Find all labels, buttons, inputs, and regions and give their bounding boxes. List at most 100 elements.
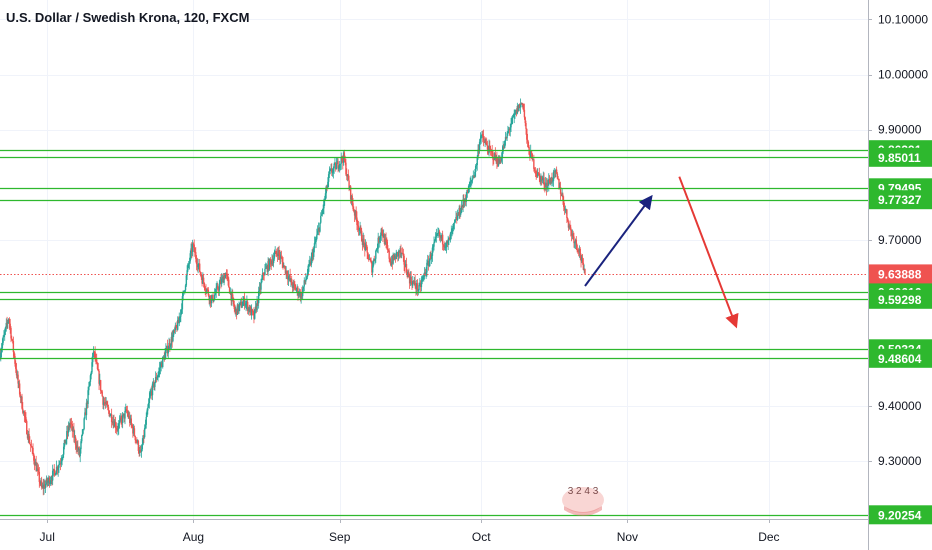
candle-body	[513, 113, 515, 117]
candle-body	[63, 440, 66, 447]
candle-body	[426, 262, 428, 273]
candle-body	[309, 261, 312, 265]
candle-body	[204, 287, 206, 291]
candle-body	[15, 368, 18, 376]
candle-body	[425, 272, 427, 275]
candle-body	[43, 484, 45, 489]
candle-body	[320, 215, 322, 223]
candle-body	[555, 169, 557, 173]
candle-body	[139, 450, 141, 453]
down-arrow-annotation[interactable]	[678, 176, 739, 329]
candle-body	[129, 416, 131, 423]
candle-body	[66, 431, 69, 433]
candle-body	[375, 250, 377, 259]
candle-body	[83, 418, 85, 429]
candle-body	[127, 413, 129, 418]
up-arrow-annotation[interactable]	[584, 194, 653, 287]
candle-body	[348, 180, 350, 188]
candle-body	[360, 230, 363, 242]
candle-body	[519, 103, 522, 108]
horizontal-levels	[0, 149, 868, 517]
price-tick-label: 9.30000	[878, 454, 922, 468]
candle-body	[487, 149, 489, 154]
candle-body	[114, 421, 117, 429]
level-label: 9.48604	[878, 352, 922, 366]
candle-body	[228, 279, 230, 288]
candle-body	[411, 282, 413, 286]
candle-body	[119, 417, 121, 421]
candle-body	[257, 300, 259, 304]
candle-body	[60, 461, 63, 464]
candle-body	[147, 402, 150, 408]
candle-body	[200, 274, 202, 278]
candle-body	[312, 252, 314, 257]
candle-body	[158, 371, 160, 375]
candle-body	[518, 104, 520, 112]
candle-body	[100, 390, 103, 392]
candle-body	[315, 238, 317, 243]
candle-body	[493, 159, 495, 161]
candle-body	[20, 396, 22, 398]
candle-body	[371, 262, 373, 273]
candle-body	[346, 174, 348, 177]
candle-body	[296, 287, 298, 290]
candle-body	[196, 264, 199, 268]
candle-body	[177, 319, 180, 324]
candle-body	[349, 186, 351, 188]
candle-body	[484, 142, 486, 144]
candle-body	[369, 258, 372, 261]
candle-body	[91, 362, 93, 373]
candle-body	[238, 305, 240, 312]
candle-body	[434, 239, 436, 243]
candle-body	[571, 233, 574, 236]
grid	[0, 0, 868, 519]
candle-body	[516, 106, 519, 114]
candle-body	[437, 233, 439, 234]
candle-body	[62, 446, 65, 455]
candle-body	[140, 449, 143, 452]
candle-body	[335, 162, 337, 170]
candle-body	[110, 414, 113, 423]
candle-body	[387, 249, 390, 251]
candle-body	[96, 359, 98, 364]
candle-body	[244, 304, 246, 306]
candle-body	[273, 254, 276, 259]
candle-body	[103, 402, 105, 405]
candle-body	[256, 300, 258, 311]
candle-body	[502, 146, 504, 152]
candle-body	[129, 418, 132, 423]
candle-body	[527, 141, 530, 148]
candle-body	[485, 142, 488, 146]
candle-body	[355, 210, 357, 218]
candle-body	[203, 283, 206, 288]
candle-body	[414, 280, 416, 287]
candle-body	[208, 295, 210, 301]
candle-body	[27, 434, 29, 439]
candle-body	[524, 117, 526, 124]
candle-body	[526, 128, 528, 140]
candle-body	[40, 481, 43, 488]
candle-body	[546, 182, 548, 190]
candle-body	[555, 169, 558, 174]
candle-body	[84, 412, 86, 419]
candle-body	[40, 481, 42, 484]
level-label-bg	[869, 505, 932, 525]
candle-body	[213, 299, 215, 302]
candle-body	[347, 174, 349, 181]
candle-body	[338, 163, 341, 168]
candle-body	[121, 418, 123, 423]
candle-body	[572, 233, 574, 237]
candle-body	[471, 178, 474, 181]
candle-body	[120, 417, 122, 419]
candle-body	[581, 257, 584, 263]
candle-body	[418, 285, 420, 291]
candle-body	[498, 158, 500, 164]
candle-body	[338, 167, 340, 169]
candle-body	[73, 436, 76, 438]
candle-body	[530, 151, 532, 158]
candle-body	[397, 252, 399, 257]
candle-body	[424, 272, 427, 275]
candle-body	[530, 151, 533, 154]
candle-body	[77, 445, 79, 451]
